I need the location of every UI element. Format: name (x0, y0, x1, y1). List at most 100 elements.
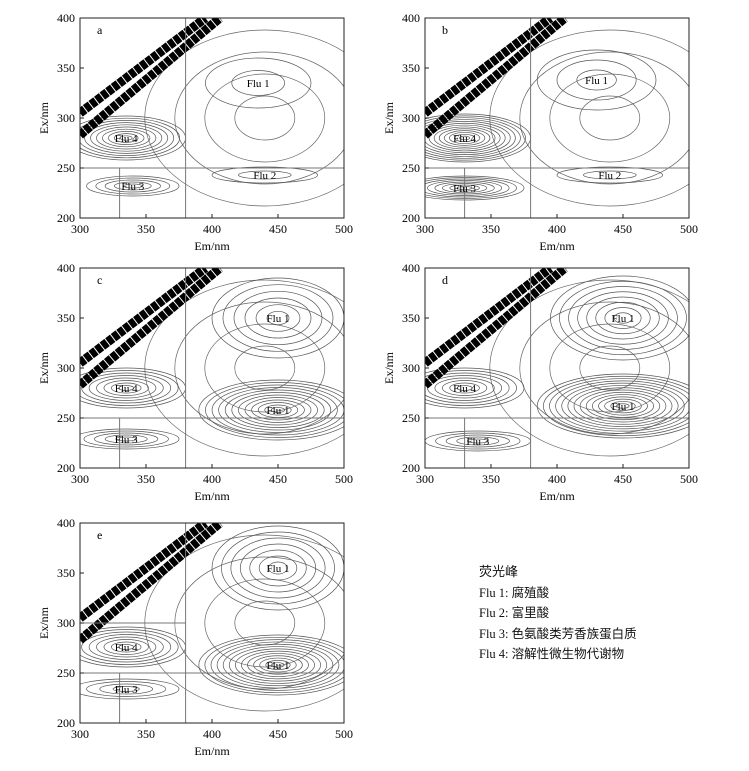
contour-line (118, 385, 134, 391)
contour-line (449, 382, 480, 394)
x-tick-label: 400 (203, 222, 221, 236)
contour-line (604, 307, 642, 329)
y-tick-label: 300 (57, 111, 75, 125)
contour-line (556, 59, 637, 101)
y-tick-label: 350 (402, 311, 420, 325)
x-tick-label: 350 (137, 727, 155, 741)
contour-line (543, 375, 689, 437)
peak-label: Flu 2 (253, 170, 276, 182)
contour-line (519, 301, 689, 435)
y-tick-label: 400 (57, 11, 75, 25)
contour-line (96, 126, 157, 150)
contour-line (268, 561, 288, 575)
y-tick-label: 200 (57, 461, 75, 475)
contour-line (86, 175, 180, 197)
x-tick-label: 450 (269, 727, 287, 741)
peak-label: Flu 1 (247, 78, 270, 90)
x-tick-label: 300 (416, 472, 434, 486)
contour-line (610, 401, 636, 411)
peak-label: Flu 3 (115, 434, 138, 446)
y-tick-label: 300 (402, 111, 420, 125)
x-axis-label: Em/nm (539, 239, 575, 253)
contour-line (238, 170, 292, 180)
contour-line (567, 385, 679, 427)
contour-line (222, 284, 334, 352)
peak-label: Flu 1 (267, 563, 290, 575)
peak-label: Flu 1 (267, 405, 290, 417)
contour-line (95, 177, 171, 195)
contour-line (556, 166, 663, 184)
contour-line (174, 51, 344, 185)
panel-letter: a (97, 23, 103, 37)
scatter-band-lower (80, 523, 223, 644)
x-tick-label: 350 (137, 222, 155, 236)
contour-line (235, 648, 321, 682)
legend-title: 荧光峰 (479, 564, 519, 579)
contour-line (238, 394, 318, 426)
contour-line (489, 279, 689, 457)
contour-line (255, 304, 301, 332)
contour-line (425, 115, 526, 161)
y-tick-label: 400 (402, 11, 420, 25)
x-tick-label: 450 (269, 222, 287, 236)
contour-line (239, 543, 317, 593)
contour-line (259, 657, 297, 673)
contour-line (81, 372, 172, 404)
contour-line (428, 124, 501, 152)
x-tick-label: 500 (680, 222, 698, 236)
y-tick-label: 350 (57, 61, 75, 75)
legend: 荧光峰 Flu 1: 腐殖酸 Flu 2: 富里酸 Flu 3: 色氨酸类芳香族… (479, 562, 637, 665)
peak-label: Flu 2 (598, 170, 621, 182)
contour-line (586, 296, 660, 340)
contour-line (102, 128, 151, 148)
contour-line (271, 662, 285, 668)
contour-line (104, 179, 161, 193)
x-tick-label: 400 (548, 472, 566, 486)
contour-line (80, 428, 180, 450)
contour-line (456, 436, 500, 446)
x-tick-label: 350 (137, 472, 155, 486)
panel-letter: d (442, 273, 448, 287)
contour-line (211, 166, 318, 184)
peak-label: Flu 4 (115, 133, 138, 145)
contour-line (454, 133, 476, 143)
contour-line (435, 432, 521, 450)
y-tick-label: 250 (57, 411, 75, 425)
contour-line (210, 639, 344, 691)
panel-d: d Flu 1 Flu 4 Flu 1 Flu 3 300 350 400 450 500 200 2… (382, 261, 698, 503)
legend-item-flu1: Flu 1: 腐殖酸 (479, 585, 550, 600)
contour-line (579, 95, 641, 141)
contour-line (595, 301, 651, 335)
contour-line (425, 117, 521, 159)
peak-label: Flu 4 (453, 383, 476, 395)
peak-label: Flu 3 (115, 684, 138, 696)
x-tick-label: 500 (335, 727, 353, 741)
contour-line (144, 279, 344, 457)
y-axis-label: Ex/nm (382, 101, 396, 134)
contour-line (80, 117, 180, 159)
contour-line (604, 398, 642, 414)
contour-line (519, 51, 689, 185)
contour-line (244, 297, 312, 339)
x-tick-label: 450 (614, 472, 632, 486)
peak-label: Flu 3 (466, 436, 489, 448)
x-tick-label: 400 (548, 222, 566, 236)
contour-line (198, 379, 344, 441)
contour-line (86, 681, 167, 697)
y-tick-label: 250 (57, 161, 75, 175)
peak-label: Flu 1 (612, 313, 635, 325)
peak-label: Flu 4 (115, 383, 138, 395)
contour-line (266, 310, 290, 326)
contour-line (110, 641, 142, 653)
peak-label: Flu 4 (453, 133, 476, 145)
x-tick-label: 400 (203, 472, 221, 486)
contour-line (96, 636, 157, 658)
contour-line (549, 323, 671, 413)
y-tick-label: 200 (402, 461, 420, 475)
peak-label: Flu 3 (453, 183, 476, 195)
contour-line (83, 430, 169, 448)
contour-line (559, 280, 687, 356)
x-tick-label: 300 (416, 222, 434, 236)
y-tick-label: 250 (57, 666, 75, 680)
